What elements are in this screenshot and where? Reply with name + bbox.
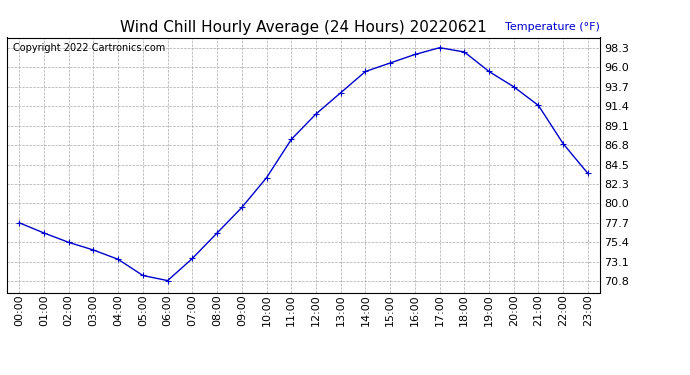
Title: Wind Chill Hourly Average (24 Hours) 20220621: Wind Chill Hourly Average (24 Hours) 202…	[120, 20, 487, 35]
Text: Temperature (°F): Temperature (°F)	[505, 22, 600, 32]
Text: Copyright 2022 Cartronics.com: Copyright 2022 Cartronics.com	[13, 43, 165, 52]
